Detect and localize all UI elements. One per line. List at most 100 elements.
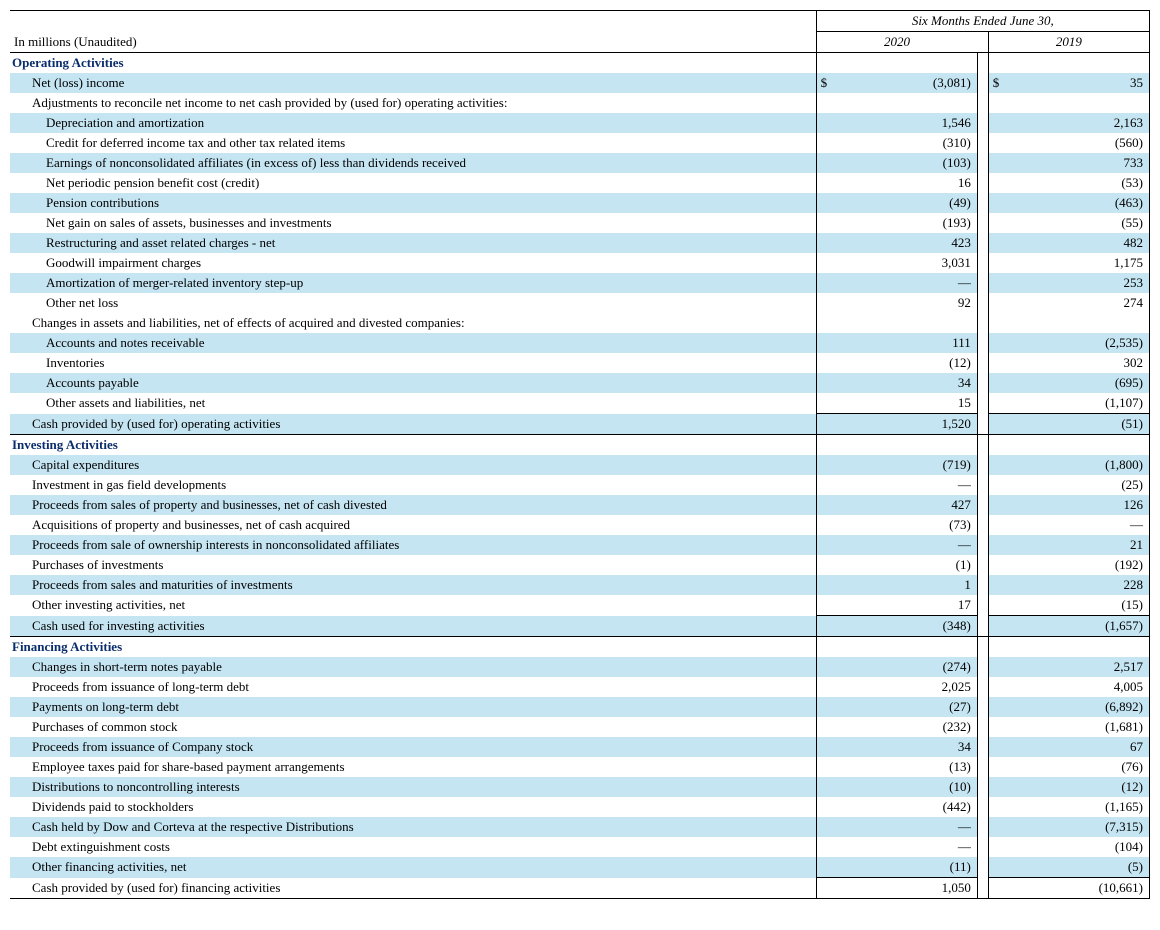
value-2020: (11)	[836, 857, 978, 878]
value-2019: (7,315)	[1008, 817, 1150, 837]
line-item-label: Other investing activities, net	[10, 595, 816, 616]
line-item-label: Other assets and liabilities, net	[10, 393, 816, 414]
line-item-label: Credit for deferred income tax and other…	[10, 133, 816, 153]
value-2019: (76)	[1008, 757, 1150, 777]
value-2019: (1,165)	[1008, 797, 1150, 817]
value-2019: 4,005	[1008, 677, 1150, 697]
value-2019: 126	[1008, 495, 1150, 515]
value-2020: —	[836, 837, 978, 857]
line-item-label: Other net loss	[10, 293, 816, 313]
value-2020: (310)	[836, 133, 978, 153]
value-2020: (10)	[836, 777, 978, 797]
line-item-label: Purchases of common stock	[10, 717, 816, 737]
line-item-label: Restructuring and asset related charges …	[10, 233, 816, 253]
value-2020	[836, 313, 978, 333]
value-2019: 302	[1008, 353, 1150, 373]
subtotal-2020: 1,050	[836, 878, 978, 899]
line-item-label: Employee taxes paid for share-based paym…	[10, 757, 816, 777]
value-2020: (193)	[836, 213, 978, 233]
value-2020: 1	[836, 575, 978, 595]
subtotal-label: Cash provided by (used for) financing ac…	[10, 878, 816, 899]
value-2019: (53)	[1008, 173, 1150, 193]
value-2019: (25)	[1008, 475, 1150, 495]
value-2020: —	[836, 273, 978, 293]
cash-flow-statement-table: Six Months Ended June 30,In millions (Un…	[10, 10, 1150, 899]
value-2019: (15)	[1008, 595, 1150, 616]
value-2019: (12)	[1008, 777, 1150, 797]
line-item-label: Proceeds from issuance of Company stock	[10, 737, 816, 757]
value-2020: —	[836, 817, 978, 837]
line-item-label: Amortization of merger-related inventory…	[10, 273, 816, 293]
value-2019: (5)	[1008, 857, 1150, 878]
value-2020: 111	[836, 333, 978, 353]
value-2020: —	[836, 535, 978, 555]
value-2020: 17	[836, 595, 978, 616]
value-2019: (192)	[1008, 555, 1150, 575]
value-2019: (6,892)	[1008, 697, 1150, 717]
value-2019: (2,535)	[1008, 333, 1150, 353]
value-2020: (103)	[836, 153, 978, 173]
value-2020: 34	[836, 373, 978, 393]
value-2020: (13)	[836, 757, 978, 777]
value-2019: 2,163	[1008, 113, 1150, 133]
line-item-label: Net gain on sales of assets, businesses …	[10, 213, 816, 233]
line-item-label: Proceeds from sale of ownership interest…	[10, 535, 816, 555]
subtotal-2019: (10,661)	[1008, 878, 1150, 899]
subtotal-2020: (348)	[836, 616, 978, 637]
value-2019: 67	[1008, 737, 1150, 757]
value-2020: (12)	[836, 353, 978, 373]
value-2020: 34	[836, 737, 978, 757]
value-2020: (719)	[836, 455, 978, 475]
value-2019: (55)	[1008, 213, 1150, 233]
line-item-label: Pension contributions	[10, 193, 816, 213]
value-2020: 2,025	[836, 677, 978, 697]
line-item-label: Net periodic pension benefit cost (credi…	[10, 173, 816, 193]
value-2019: 228	[1008, 575, 1150, 595]
line-item-label: Changes in assets and liabilities, net o…	[10, 313, 816, 333]
line-item-label: Acquisitions of property and businesses,…	[10, 515, 816, 535]
line-item-label: Depreciation and amortization	[10, 113, 816, 133]
section-header: Operating Activities	[10, 53, 816, 74]
value-2020: 1,546	[836, 113, 978, 133]
value-2019: 35	[1008, 73, 1150, 93]
value-2020: 15	[836, 393, 978, 414]
value-2019: (1,107)	[1008, 393, 1150, 414]
value-2019: 1,175	[1008, 253, 1150, 273]
value-2019: —	[1008, 515, 1150, 535]
value-2020: 3,031	[836, 253, 978, 273]
line-item-label: Purchases of investments	[10, 555, 816, 575]
value-2019: 253	[1008, 273, 1150, 293]
line-item-label: Debt extinguishment costs	[10, 837, 816, 857]
value-2020: 423	[836, 233, 978, 253]
value-2019: (695)	[1008, 373, 1150, 393]
line-item-label: Other financing activities, net	[10, 857, 816, 878]
value-2020: (232)	[836, 717, 978, 737]
value-2019: 274	[1008, 293, 1150, 313]
line-item-label: Capital expenditures	[10, 455, 816, 475]
value-2020: (1)	[836, 555, 978, 575]
line-item-label: Investment in gas field developments	[10, 475, 816, 495]
value-2020: 427	[836, 495, 978, 515]
line-item-label: Payments on long-term debt	[10, 697, 816, 717]
line-item-label: Accounts payable	[10, 373, 816, 393]
value-2019: 2,517	[1008, 657, 1150, 677]
value-2020: (49)	[836, 193, 978, 213]
subtotal-label: Cash used for investing activities	[10, 616, 816, 637]
line-item-label: Cash held by Dow and Corteva at the resp…	[10, 817, 816, 837]
section-header: Financing Activities	[10, 637, 816, 658]
value-2020: (3,081)	[836, 73, 978, 93]
line-item-label: Net (loss) income	[10, 73, 816, 93]
currency-symbol: $	[816, 73, 836, 93]
line-item-label: Goodwill impairment charges	[10, 253, 816, 273]
value-2019: (463)	[1008, 193, 1150, 213]
section-header: Investing Activities	[10, 435, 816, 456]
line-item-label: Proceeds from issuance of long-term debt	[10, 677, 816, 697]
value-2019: 733	[1008, 153, 1150, 173]
line-item-label: Adjustments to reconcile net income to n…	[10, 93, 816, 113]
value-2020: (442)	[836, 797, 978, 817]
value-2019: 21	[1008, 535, 1150, 555]
line-item-label: Distributions to noncontrolling interest…	[10, 777, 816, 797]
line-item-label: Dividends paid to stockholders	[10, 797, 816, 817]
subtotal-2020: 1,520	[836, 414, 978, 435]
title-line: In millions (Unaudited)	[10, 32, 816, 53]
